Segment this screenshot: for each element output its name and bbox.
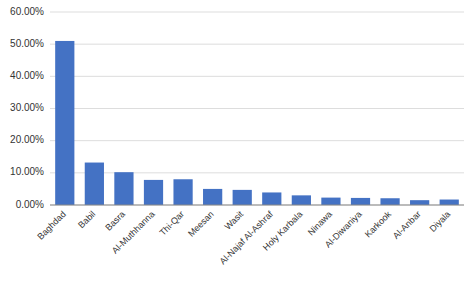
- bar: [351, 198, 370, 205]
- x-tick-label: Holy Karbala: [261, 209, 305, 253]
- x-tick-label: Thi-Qar: [158, 209, 187, 238]
- bars: [55, 41, 459, 205]
- y-tick-label: 20.00%: [10, 134, 44, 145]
- x-axis-line: [50, 205, 464, 206]
- x-tick-label: Diyala: [428, 209, 453, 234]
- bar: [114, 172, 133, 205]
- grid-line: [50, 140, 464, 141]
- bar: [440, 200, 459, 205]
- y-tick-label: 10.00%: [10, 166, 44, 177]
- grid-line: [50, 172, 464, 173]
- bar: [321, 198, 340, 205]
- y-tick-label: 30.00%: [10, 102, 44, 113]
- y-tick-label: 50.00%: [10, 38, 44, 49]
- grid-line: [50, 205, 464, 206]
- bar: [262, 192, 281, 205]
- y-tick-label: 60.00%: [10, 6, 44, 17]
- grid-line: [50, 44, 464, 45]
- bar: [173, 179, 192, 205]
- x-tick-label: Babil: [76, 209, 97, 230]
- x-tick-label: Karkook: [363, 209, 394, 240]
- x-tick-label: Al-Anbar: [391, 209, 423, 241]
- y-tick-label: 0.00%: [16, 199, 44, 210]
- bar: [233, 190, 252, 205]
- bar: [292, 195, 311, 205]
- bar: [410, 200, 429, 205]
- x-tick-label: Al-Najaf Al-Ashraf: [218, 209, 276, 267]
- x-tick-label: Al-Diwaniya: [323, 209, 364, 250]
- bar: [144, 180, 163, 205]
- grid-line: [50, 76, 464, 77]
- grid-line: [50, 108, 464, 109]
- bar: [203, 189, 222, 205]
- chart-svg: 0.00% 10.00% 20.00% 30.00% 40.00% 50.00% 60.00…: [0, 0, 474, 285]
- x-tick-label: Ninawa: [306, 209, 334, 237]
- y-axis: 0.00% 10.00% 20.00% 30.00% 40.00% 50.00% 60.00…: [10, 6, 464, 210]
- chart-container: 0.00% 10.00% 20.00% 30.00% 40.00% 50.00% 60.00…: [0, 0, 474, 285]
- x-tick-label: Al-Muthhanna: [110, 209, 157, 256]
- x-tick-label: Baghdad: [35, 209, 68, 242]
- x-tick-label: Basra: [103, 209, 127, 233]
- bar: [380, 198, 399, 205]
- x-tick-label: Wasit: [223, 209, 246, 232]
- x-axis: Baghdad Babil BasraAl-MuthhannaThi-QarMees…: [35, 205, 464, 266]
- y-tick-label: 40.00%: [10, 70, 44, 81]
- bar: [85, 163, 104, 205]
- grid-line: [50, 12, 464, 13]
- x-tick-label: Meesan: [186, 209, 216, 239]
- bar: [55, 41, 74, 205]
